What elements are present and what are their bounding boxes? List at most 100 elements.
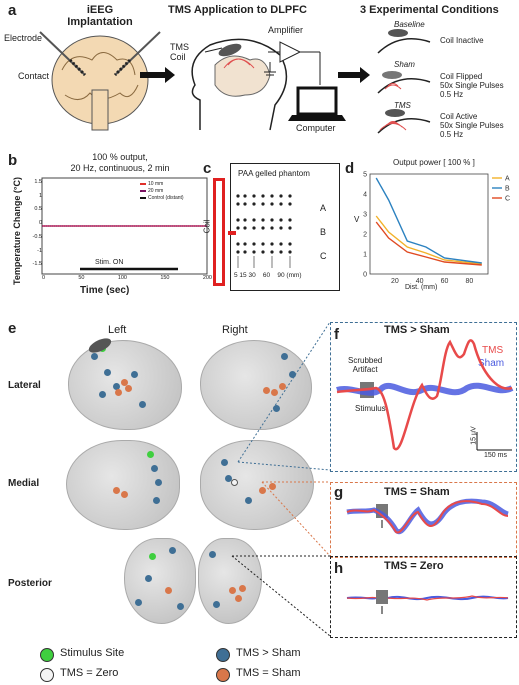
cond-sham-name: Sham (394, 60, 415, 69)
brain-stem-icon (91, 89, 109, 131)
xtick-label: 40 (416, 278, 424, 285)
conditions-title: 3 Experimental Conditions (360, 4, 499, 16)
phantom-rows: A B C (320, 196, 327, 268)
cond-sham-desc-1: Coil Flipped (440, 72, 483, 81)
cond-sham-desc-2: 50x Single Pulses (440, 81, 504, 90)
series-line-a (375, 215, 482, 265)
brain-posterior-left (124, 538, 196, 624)
panel-c-label: c (203, 160, 212, 177)
xtick: 100 (117, 275, 127, 281)
panel-b-title: 100 % output, 20 Hz, continuous, 2 min (40, 152, 200, 174)
cond-sham-desc-3: 0.5 Hz (440, 90, 464, 99)
coil-tms-icon (385, 109, 405, 117)
panel-b-xticks: 0 50 100 150 200 (42, 275, 212, 281)
legend-label-a: A (505, 176, 510, 183)
legend-20mm: 20 mm (148, 188, 164, 194)
panel-h-trace (346, 590, 509, 614)
cond-tms-desc-1: Coil Active (440, 112, 478, 121)
legend-equal-label: TMS = Sham (236, 667, 301, 679)
legend-stimulus-label: Stimulus Site (60, 647, 125, 659)
legend-stimulus-dot (40, 648, 54, 662)
cond-tms-name: TMS (394, 101, 411, 110)
arrow-icon-2 (338, 67, 370, 83)
legend-greater-dot (216, 648, 230, 662)
cond-tms-desc-2: 50x Single Pulses (440, 121, 504, 130)
ieeg-title-line-1: iEEG (86, 4, 114, 16)
panel-b-yticks: 1.5 1 0.5 0 -0.5 -1 -1.5 (26, 176, 42, 272)
brain-posterior-right (198, 538, 262, 624)
panel-g-trace (346, 498, 509, 535)
panel-b-chart (41, 177, 208, 275)
panel-e-label: e (8, 320, 17, 337)
row-c-label: C (320, 251, 327, 261)
tms-trace-h (346, 595, 509, 601)
panel-f-trace (336, 339, 514, 451)
ytick: -1 (37, 247, 42, 254)
panel-g-title: TMS = Sham (384, 486, 450, 498)
ytick-label: 1 (363, 252, 367, 259)
panel-h-title: TMS = Zero (384, 560, 444, 572)
ieeg-title: iEEG Implantation (50, 4, 150, 28)
computer-icon (296, 86, 338, 116)
panel-h-box (330, 556, 517, 638)
panel-f-tms-legend: TMS (482, 345, 504, 356)
amplifier-label: Amplifier (268, 25, 304, 35)
coil-sham-icon (382, 71, 402, 79)
phantom-title: PAA gelled phantom (238, 169, 310, 178)
ytick-label: 0 (363, 272, 367, 279)
panel-b-legend: 10 mm 20 mm Control (distant) (148, 181, 184, 202)
cond-baseline-desc: Coil Inactive (440, 36, 484, 45)
row-medial: Medial (8, 478, 40, 489)
legend-zero-label: TMS = Zero (60, 667, 119, 679)
ytick-label: 2 (363, 232, 367, 239)
arrow-icon-1 (140, 67, 175, 83)
panel-h-label: h (334, 560, 344, 577)
electrode-label: Electrode (4, 33, 43, 43)
panel-b-xlabel: Time (sec) (80, 285, 130, 296)
xtick-label: 60 (441, 278, 449, 285)
panel-b-title-2: 20 Hz, continuous, 2 min (70, 163, 170, 173)
scale-time: 150 ms (484, 452, 507, 459)
phantom-box (230, 163, 340, 291)
panel-b-label: b (8, 152, 18, 169)
artifact-label: Scrubbed Artifact (348, 356, 382, 374)
panel-d-title: Output power [ 100 % ] (393, 158, 475, 167)
coil-connector-icon (228, 231, 236, 235)
brain-left-medial (66, 440, 180, 530)
computer-label: Computer (296, 123, 336, 133)
phantom-distances: 5 15 30 60 90 (mm) (234, 272, 302, 279)
tms-coil-label-2: Coil (170, 52, 186, 62)
legend-swatch-20mm (140, 190, 146, 192)
cond-sham-desc: Coil Flipped 50x Single Pulses 0.5 Hz (440, 72, 504, 99)
panel-d-ylabel: V (354, 215, 360, 224)
legend-control: Control (distant) (148, 195, 184, 201)
xtick: 50 (78, 275, 85, 281)
panel-d-chart: 0 1 2 3 4 5 20 40 60 80 ABC (363, 172, 510, 286)
ytick: 1.5 (34, 179, 42, 185)
cond-tms-desc-3: 0.5 Hz (440, 130, 464, 139)
tms-coil-label: TMS Coil (170, 42, 189, 62)
row-lateral: Lateral (8, 380, 41, 391)
scale-voltage: 15 μV (470, 426, 478, 445)
electrode-right-icon (114, 31, 161, 76)
ytick: 0.5 (34, 206, 42, 213)
ytick: -0.5 (32, 233, 42, 240)
tms-coil-icon (218, 43, 242, 57)
brain-right-medial (200, 440, 314, 530)
row-a-label: A (320, 203, 327, 213)
ytick: -1.5 (32, 261, 42, 268)
legend-label-b: B (505, 186, 510, 193)
xtick-label: 20 (391, 278, 399, 285)
row-posterior: Posterior (8, 578, 52, 589)
xtick: 0 (42, 275, 46, 281)
stim-on-label: Stim. ON (95, 259, 124, 266)
ieeg-title-line-2: Implantation (67, 16, 133, 28)
cond-tms-desc: Coil Active 50x Single Pulses 0.5 Hz (440, 112, 504, 139)
coil-outline-icon (213, 178, 225, 286)
tms-title: TMS Application to DLPFC (168, 4, 307, 16)
xtick: 150 (160, 275, 170, 281)
series-line-c (375, 221, 482, 266)
panel-f-label: f (334, 326, 339, 343)
panel-g-label: g (334, 484, 344, 501)
